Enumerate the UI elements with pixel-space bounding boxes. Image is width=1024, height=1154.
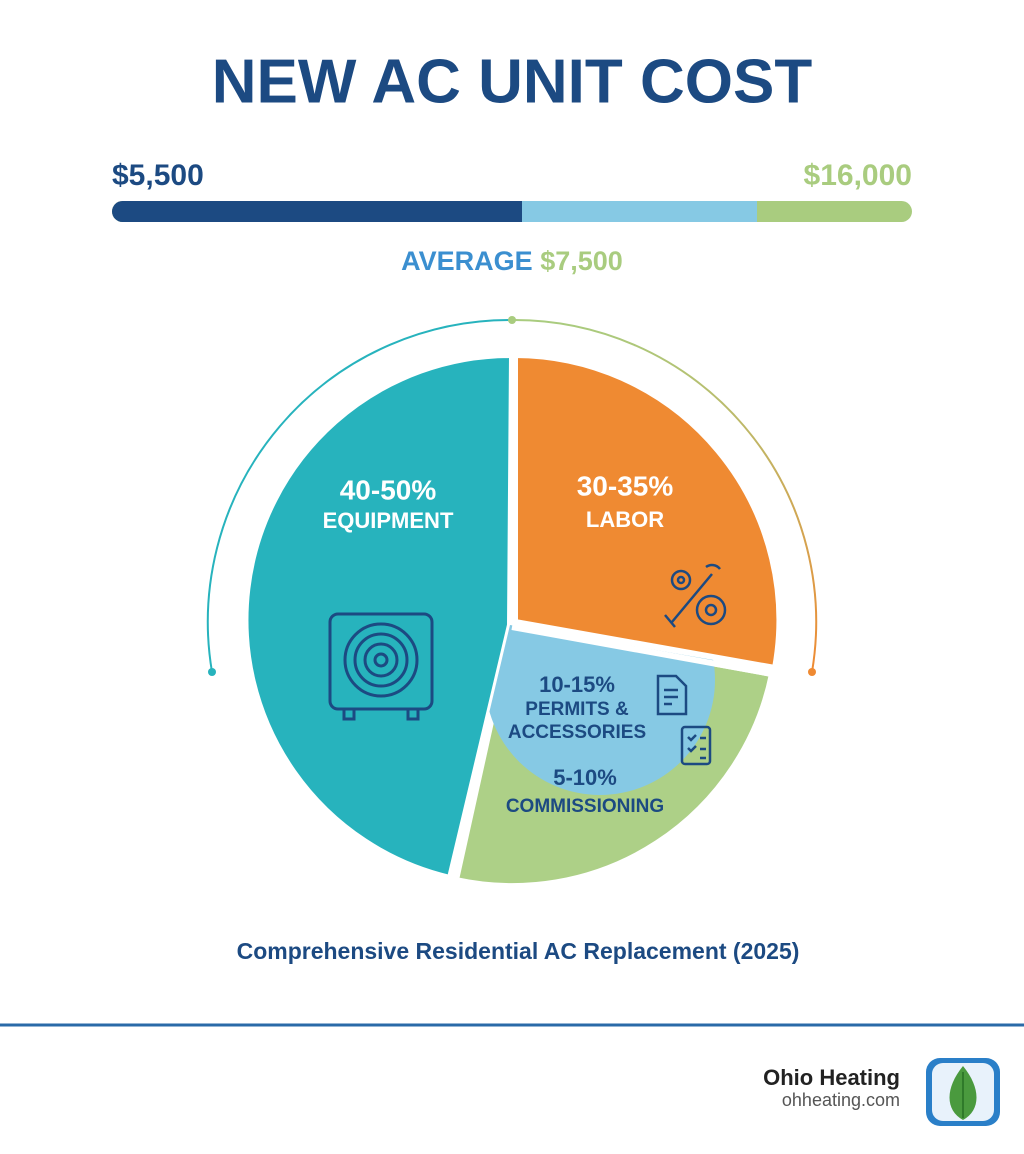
segment-label: PERMITS & bbox=[525, 699, 629, 720]
average-label: AVERAGE bbox=[401, 246, 533, 276]
range-bar bbox=[112, 201, 912, 222]
brand: Ohio Heating bbox=[763, 1065, 900, 1090]
ac-icon bbox=[328, 612, 434, 721]
average-value: $7,500 bbox=[540, 246, 623, 276]
labor-slice bbox=[512, 352, 783, 671]
equipment-slice bbox=[242, 351, 515, 881]
segment-label: COMMISSIONING bbox=[506, 796, 664, 817]
outer-arc bbox=[206, 316, 818, 676]
segment-labels: 40-50% EQUIPMENT 30-35% LABOR 10-15%PERMITS … bbox=[323, 470, 674, 817]
range-high: $16,000 bbox=[804, 159, 912, 192]
docs-icon bbox=[656, 674, 712, 766]
segment-label: ACCESSORIES bbox=[508, 722, 646, 743]
logo bbox=[926, 1058, 1000, 1126]
caption: Comprehensive Residential AC Replacement… bbox=[237, 938, 800, 964]
tools-icon bbox=[664, 563, 727, 628]
segment-percent: 40-50% bbox=[340, 474, 437, 505]
separator bbox=[511, 624, 773, 677]
segment-percent: 30-35% bbox=[577, 470, 674, 501]
average: AVERAGE $7,500 bbox=[401, 246, 623, 276]
segment-percent: 10-15% bbox=[539, 672, 615, 697]
brand-url: ohheating.com bbox=[782, 1090, 900, 1110]
segment-label: EQUIPMENT bbox=[323, 508, 454, 533]
permits-slice bbox=[485, 625, 715, 795]
segment-label: LABOR bbox=[586, 507, 664, 532]
range-low: $5,500 bbox=[112, 159, 204, 192]
title: NEW AC UNIT COST bbox=[212, 47, 813, 116]
segment-percent: 5-10% bbox=[553, 765, 617, 790]
